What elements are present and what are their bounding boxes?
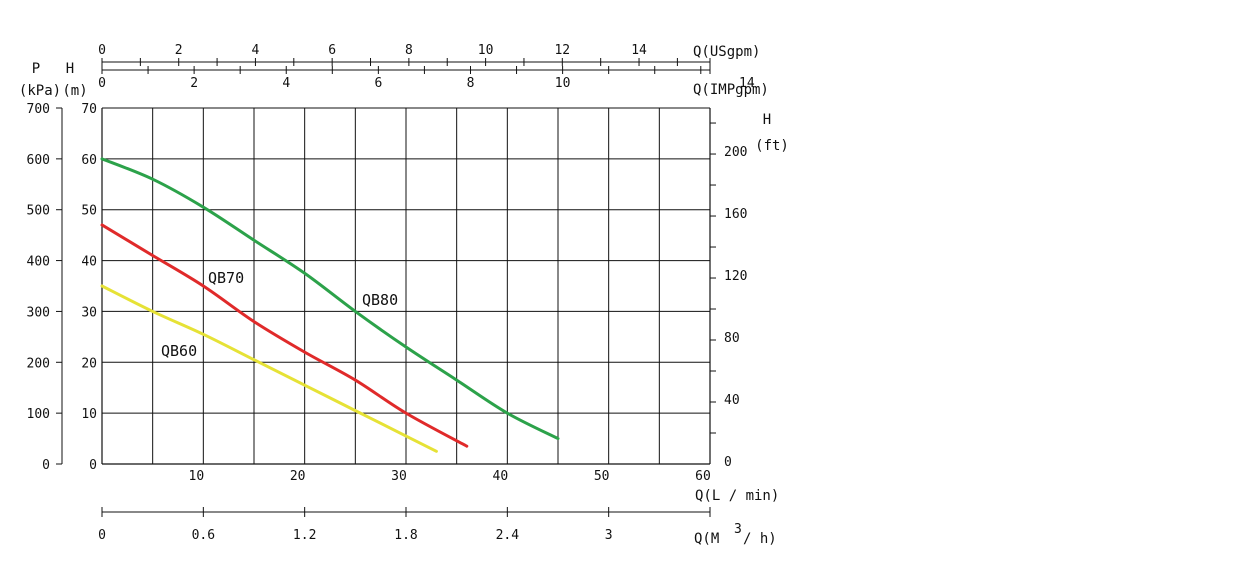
x-tick-label-lmin: 30 bbox=[391, 469, 407, 484]
x-tick-label-impgpm: 4 bbox=[282, 76, 290, 91]
x-tick-label-usgpm: 0 bbox=[98, 43, 106, 58]
x-tick-label-lmin: 60 bbox=[695, 469, 711, 484]
x-tick-label-lmin: 10 bbox=[189, 469, 205, 484]
y-axis-pressure-unit: (kPa) bbox=[19, 83, 61, 99]
x-tick-label-m3h: 0 bbox=[98, 528, 106, 543]
y-tick-label-head: 0 bbox=[89, 458, 97, 473]
x-axis-m3h-title: Q(M bbox=[694, 531, 719, 547]
y-tick-label-pressure: 300 bbox=[27, 305, 50, 320]
series-label-qb60: QB60 bbox=[161, 342, 197, 360]
x-axis-m3h-superscript: 3 bbox=[734, 522, 742, 537]
x-axis-lmin-title: Q(L / min) bbox=[695, 488, 779, 504]
y-tick-label-head: 40 bbox=[81, 255, 97, 270]
x-tick-label-m3h: 2.4 bbox=[496, 528, 520, 543]
y-tick-label-pressure: 200 bbox=[27, 356, 50, 371]
y-tick-label-head: 50 bbox=[81, 204, 97, 219]
y-tick-label-ft: 40 bbox=[724, 393, 740, 408]
x-tick-label-impgpm: 6 bbox=[374, 76, 382, 91]
series-layer bbox=[100, 157, 560, 453]
x-tick-label-usgpm: 14 bbox=[631, 43, 647, 58]
x-tick-label-impgpm: 10 bbox=[555, 76, 571, 91]
y-tick-label-pressure: 600 bbox=[27, 153, 50, 168]
series-line-qb60 bbox=[100, 284, 438, 453]
x-tick-label-usgpm: 4 bbox=[252, 43, 260, 58]
x-axis-impgpm-title: Q(IMPgpm) bbox=[693, 82, 769, 98]
x-tick-label-m3h: 0.6 bbox=[192, 528, 215, 543]
y-tick-label-head: 30 bbox=[81, 305, 97, 320]
x-tick-label-usgpm: 10 bbox=[478, 43, 494, 58]
x-tick-label-usgpm: 12 bbox=[554, 43, 570, 58]
x-tick-label-m3h: 1.2 bbox=[293, 528, 316, 543]
y-tick-label-ft: 120 bbox=[724, 269, 747, 284]
series-line-qb80 bbox=[100, 157, 560, 441]
x-tick-label-usgpm: 8 bbox=[405, 43, 413, 58]
axes-layer bbox=[56, 58, 716, 517]
y-axis-head-unit: (m) bbox=[62, 83, 87, 99]
x-axis-m3h-title-suffix: / h) bbox=[743, 531, 777, 547]
x-tick-label-impgpm: 2 bbox=[190, 76, 198, 91]
y-tick-label-ft: 200 bbox=[724, 145, 747, 160]
x-tick-label-impgpm: 8 bbox=[467, 76, 475, 91]
y-tick-label-ft: 160 bbox=[724, 207, 747, 222]
x-axis-usgpm-title: Q(USgpm) bbox=[693, 44, 760, 60]
y-axis-ft-unit: (ft) bbox=[755, 138, 789, 154]
y-tick-label-pressure: 100 bbox=[27, 407, 50, 422]
x-tick-label-lmin: 20 bbox=[290, 469, 306, 484]
y-axis-pressure-title: P bbox=[32, 61, 40, 77]
y-axis-ft-title: H bbox=[763, 112, 771, 128]
y-tick-label-pressure: 0 bbox=[42, 458, 50, 473]
y-tick-label-ft: 80 bbox=[724, 331, 740, 346]
series-label-qb80: QB80 bbox=[362, 291, 398, 309]
y-tick-label-head: 60 bbox=[81, 153, 97, 168]
x-tick-label-m3h: 1.8 bbox=[394, 528, 417, 543]
grid-layer bbox=[102, 107, 711, 464]
series-label-qb70: QB70 bbox=[208, 269, 244, 287]
x-tick-label-m3h: 3 bbox=[605, 528, 613, 543]
x-tick-label-lmin: 40 bbox=[493, 469, 509, 484]
x-tick-label-lmin: 50 bbox=[594, 469, 610, 484]
y-tick-label-head: 70 bbox=[81, 102, 97, 117]
series-line-qb70 bbox=[100, 223, 469, 448]
y-tick-label-ft: 0 bbox=[724, 455, 732, 470]
y-tick-label-pressure: 700 bbox=[27, 102, 50, 117]
y-tick-label-pressure: 500 bbox=[27, 204, 50, 219]
x-tick-label-impgpm: 14 bbox=[739, 76, 755, 91]
labels-layer: 010203040506070H(m)010020030040050060070… bbox=[19, 43, 789, 547]
y-tick-label-pressure: 400 bbox=[27, 255, 50, 270]
y-axis-head-title: H bbox=[66, 61, 74, 77]
x-tick-label-impgpm: 0 bbox=[98, 76, 106, 91]
x-tick-label-usgpm: 2 bbox=[175, 43, 183, 58]
y-tick-label-head: 20 bbox=[81, 356, 97, 371]
x-tick-label-usgpm: 6 bbox=[328, 43, 336, 58]
y-tick-label-head: 10 bbox=[81, 407, 97, 422]
